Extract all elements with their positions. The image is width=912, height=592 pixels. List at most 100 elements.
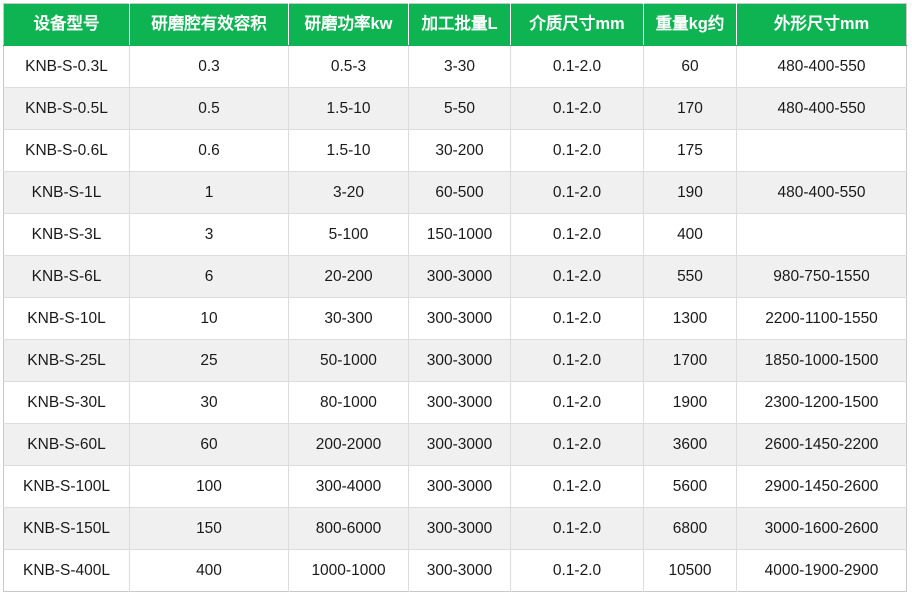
table-row: KNB-S-150L 150 800-6000 300-3000 0.1-2.0 6800… (3, 507, 907, 550)
cell-media-size: 0.1-2.0 (510, 255, 644, 298)
cell-dimensions: 980-750-1550 (736, 255, 907, 298)
column-header-grinding-power: 研磨功率kw (288, 3, 409, 46)
cell-weight: 6800 (643, 507, 737, 550)
cell-dimensions: 480-400-550 (736, 87, 907, 130)
cell-model: KNB-S-100L (3, 465, 130, 508)
table-row: KNB-S-0.5L 0.5 1.5-10 5-50 0.1-2.0 170 480-400… (3, 87, 907, 130)
cell-batch-size: 150-1000 (408, 213, 511, 256)
cell-media-size: 0.1-2.0 (510, 129, 644, 172)
cell-dimensions (736, 213, 907, 256)
cell-weight: 400 (643, 213, 737, 256)
cell-weight: 550 (643, 255, 737, 298)
cell-weight: 190 (643, 171, 737, 214)
cell-chamber-volume: 6 (129, 255, 289, 298)
cell-chamber-volume: 10 (129, 297, 289, 340)
cell-weight: 3600 (643, 423, 737, 466)
table-row: KNB-S-6L 6 20-200 300-3000 0.1-2.0 550 980-750… (3, 255, 907, 298)
table-row: KNB-S-3L 3 5-100 150-1000 0.1-2.0 400 (3, 213, 907, 256)
header-row: 设备型号 研磨腔有效容积 研磨功率kw 加工批量L 介质尺寸mm 重量kg约 外… (3, 3, 907, 46)
cell-media-size: 0.1-2.0 (510, 465, 644, 508)
cell-dimensions: 4000-1900-2900 (736, 549, 907, 592)
equipment-specification-table: 设备型号 研磨腔有效容积 研磨功率kw 加工批量L 介质尺寸mm 重量kg约 外… (3, 3, 907, 592)
table-body: KNB-S-0.3L 0.3 0.5-3 3-30 0.1-2.0 60 480-400-5… (3, 45, 907, 592)
cell-batch-size: 300-3000 (408, 423, 511, 466)
cell-chamber-volume: 0.3 (129, 45, 289, 88)
cell-batch-size: 300-3000 (408, 255, 511, 298)
cell-chamber-volume: 30 (129, 381, 289, 424)
table-row: KNB-S-10L 10 30-300 300-3000 0.1-2.0 1300 2200… (3, 297, 907, 340)
cell-media-size: 0.1-2.0 (510, 87, 644, 130)
cell-weight: 175 (643, 129, 737, 172)
cell-batch-size: 30-200 (408, 129, 511, 172)
table-row: KNB-S-100L 100 300-4000 300-3000 0.1-2.0 5600… (3, 465, 907, 508)
table-row: KNB-S-25L 25 50-1000 300-3000 0.1-2.0 1700 185… (3, 339, 907, 382)
cell-dimensions: 2300-1200-1500 (736, 381, 907, 424)
column-header-model: 设备型号 (3, 3, 130, 46)
cell-model: KNB-S-0.6L (3, 129, 130, 172)
table-row: KNB-S-1L 1 3-20 60-500 0.1-2.0 190 480-400-550 (3, 171, 907, 214)
cell-chamber-volume: 3 (129, 213, 289, 256)
table-row: KNB-S-0.6L 0.6 1.5-10 30-200 0.1-2.0 175 (3, 129, 907, 172)
cell-grinding-power: 1.5-10 (288, 129, 409, 172)
column-header-weight: 重量kg约 (643, 3, 737, 46)
table-row: KNB-S-400L 400 1000-1000 300-3000 0.1-2.0 105… (3, 549, 907, 592)
cell-dimensions: 2900-1450-2600 (736, 465, 907, 508)
cell-grinding-power: 0.5-3 (288, 45, 409, 88)
cell-model: KNB-S-1L (3, 171, 130, 214)
cell-model: KNB-S-6L (3, 255, 130, 298)
cell-media-size: 0.1-2.0 (510, 423, 644, 466)
cell-grinding-power: 20-200 (288, 255, 409, 298)
cell-grinding-power: 80-1000 (288, 381, 409, 424)
cell-weight: 170 (643, 87, 737, 130)
cell-model: KNB-S-150L (3, 507, 130, 550)
cell-model: KNB-S-3L (3, 213, 130, 256)
table-header: 设备型号 研磨腔有效容积 研磨功率kw 加工批量L 介质尺寸mm 重量kg约 外… (3, 3, 907, 46)
cell-media-size: 0.1-2.0 (510, 339, 644, 382)
cell-grinding-power: 1000-1000 (288, 549, 409, 592)
cell-batch-size: 300-3000 (408, 297, 511, 340)
cell-model: KNB-S-25L (3, 339, 130, 382)
cell-weight: 1900 (643, 381, 737, 424)
cell-model: KNB-S-0.3L (3, 45, 130, 88)
cell-batch-size: 300-3000 (408, 381, 511, 424)
column-header-dimensions: 外形尺寸mm (736, 3, 907, 46)
cell-grinding-power: 50-1000 (288, 339, 409, 382)
cell-chamber-volume: 60 (129, 423, 289, 466)
cell-chamber-volume: 150 (129, 507, 289, 550)
cell-media-size: 0.1-2.0 (510, 45, 644, 88)
cell-dimensions: 2200-1100-1550 (736, 297, 907, 340)
cell-dimensions: 3000-1600-2600 (736, 507, 907, 550)
table-row: KNB-S-60L 60 200-2000 300-3000 0.1-2.0 3600 26… (3, 423, 907, 466)
table-row: KNB-S-0.3L 0.3 0.5-3 3-30 0.1-2.0 60 480-400-5… (3, 45, 907, 88)
cell-batch-size: 300-3000 (408, 465, 511, 508)
cell-grinding-power: 200-2000 (288, 423, 409, 466)
cell-batch-size: 300-3000 (408, 507, 511, 550)
cell-batch-size: 300-3000 (408, 549, 511, 592)
cell-media-size: 0.1-2.0 (510, 381, 644, 424)
cell-chamber-volume: 0.6 (129, 129, 289, 172)
cell-batch-size: 60-500 (408, 171, 511, 214)
cell-media-size: 0.1-2.0 (510, 507, 644, 550)
cell-model: KNB-S-30L (3, 381, 130, 424)
cell-dimensions: 480-400-550 (736, 45, 907, 88)
cell-weight: 1300 (643, 297, 737, 340)
cell-weight: 10500 (643, 549, 737, 592)
cell-weight: 5600 (643, 465, 737, 508)
cell-grinding-power: 30-300 (288, 297, 409, 340)
cell-model: KNB-S-10L (3, 297, 130, 340)
cell-model: KNB-S-0.5L (3, 87, 130, 130)
cell-dimensions: 480-400-550 (736, 171, 907, 214)
column-header-chamber-volume: 研磨腔有效容积 (129, 3, 289, 46)
cell-chamber-volume: 1 (129, 171, 289, 214)
cell-dimensions (736, 129, 907, 172)
cell-grinding-power: 800-6000 (288, 507, 409, 550)
cell-weight: 1700 (643, 339, 737, 382)
cell-weight: 60 (643, 45, 737, 88)
cell-grinding-power: 5-100 (288, 213, 409, 256)
cell-media-size: 0.1-2.0 (510, 171, 644, 214)
cell-batch-size: 5-50 (408, 87, 511, 130)
column-header-media-size: 介质尺寸mm (510, 3, 644, 46)
cell-batch-size: 3-30 (408, 45, 511, 88)
cell-chamber-volume: 0.5 (129, 87, 289, 130)
